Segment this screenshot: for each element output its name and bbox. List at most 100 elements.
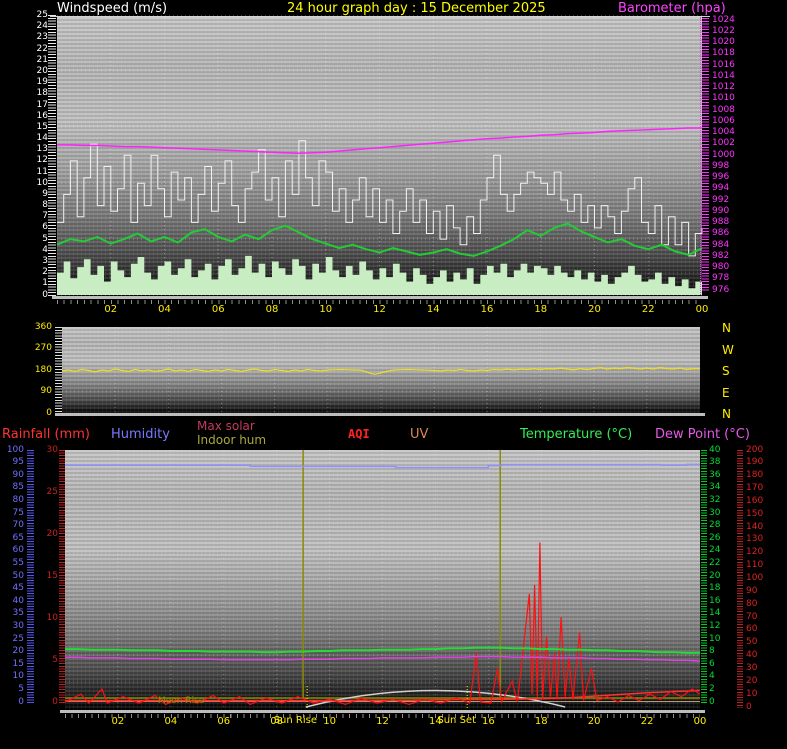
axis-tick-label: 14 bbox=[36, 133, 48, 144]
legend-temperature: Temperature (°C) bbox=[520, 427, 633, 442]
axis-tick-label: 38 bbox=[709, 457, 721, 468]
axis-tick-label: 19 bbox=[36, 77, 48, 88]
axis-tick-label: 28 bbox=[709, 520, 721, 531]
multi-chart bbox=[64, 450, 701, 710]
right-red-axis-labels: 200 190 180 170 160 150 140 130 120 110 100 90 80 70 6… bbox=[746, 0, 772, 749]
barometer-tick-comb bbox=[702, 18, 709, 291]
axis-tick-label: 60 bbox=[746, 624, 758, 635]
axis-tick-label: 5 bbox=[18, 683, 24, 694]
axis-tick-label: 40 bbox=[12, 595, 24, 606]
multi-plot-background bbox=[65, 450, 700, 710]
axis-tick-label: 32 bbox=[709, 494, 721, 505]
axis-tick-label: 1002 bbox=[712, 138, 735, 149]
axis-tick-label: 0 bbox=[46, 407, 52, 418]
hour-label: 02 bbox=[111, 716, 125, 727]
wind-gust-line bbox=[57, 140, 703, 257]
axis-tick-label: 5 bbox=[42, 233, 48, 244]
axis-tick-label: 1018 bbox=[712, 48, 735, 59]
axis-tick-label: 1020 bbox=[712, 37, 735, 47]
axis-tick-label: 13 bbox=[36, 144, 48, 155]
axis-tick-label: 85 bbox=[12, 482, 24, 493]
axis-tick-label: 1008 bbox=[712, 104, 735, 115]
rain-tick-comb bbox=[59, 450, 65, 703]
axis-tick-label: 978 bbox=[712, 273, 730, 284]
axis-tick-label: 990 bbox=[712, 205, 730, 216]
axis-tick-label: 25 bbox=[12, 633, 24, 644]
hour-label: 16 bbox=[480, 304, 494, 315]
graph-title: 24 hour graph day : 15 December 2025 bbox=[287, 1, 546, 16]
hour-label: 16 bbox=[481, 716, 495, 727]
axis-tick-label: 20 bbox=[36, 65, 48, 76]
hour-label: 06 bbox=[211, 304, 225, 315]
legend-indoor-hum: Indoor hum bbox=[197, 433, 267, 447]
windspeed-tick-comb bbox=[48, 15, 56, 297]
axis-tick-label: 3 bbox=[42, 255, 48, 266]
hour-label: 18 bbox=[534, 304, 548, 315]
axis-tick-label: 4 bbox=[42, 244, 48, 255]
axis-tick-label: 50 bbox=[12, 570, 24, 581]
axis-tick-label: 0 bbox=[18, 696, 24, 707]
axis-tick-label: 21 bbox=[36, 54, 48, 65]
axis-tick-label: 45 bbox=[12, 583, 24, 594]
axis-tick-label: 24 bbox=[36, 21, 48, 32]
axis-tick-label: 40 bbox=[709, 444, 721, 455]
axis-tick-label: 22 bbox=[709, 557, 721, 568]
axis-tick-label: 2 bbox=[709, 683, 715, 694]
hour-label: 22 bbox=[641, 304, 655, 315]
axis-tick-label: 190 bbox=[746, 457, 764, 468]
axis-tick-label: 15 bbox=[46, 570, 58, 581]
axis-tick-label: 9 bbox=[42, 188, 48, 199]
moon-rise-label: Moon Rise bbox=[158, 696, 205, 706]
axis-tick-label: 1014 bbox=[712, 70, 735, 81]
legend-rainfall: Rainfall (mm) bbox=[2, 427, 90, 442]
axis-tick-label: 994 bbox=[712, 183, 730, 194]
axis-tick-label: 22 bbox=[36, 43, 48, 54]
axis-tick-label: 180 bbox=[34, 364, 52, 375]
axis-tick-label: 50 bbox=[746, 637, 758, 648]
axis-tick-label: 95 bbox=[12, 457, 24, 468]
axis-tick-label: 25 bbox=[46, 486, 58, 497]
compass-letter: E bbox=[722, 385, 730, 400]
axis-tick-label: 15 bbox=[12, 658, 24, 669]
axis-tick-label: 110 bbox=[746, 560, 764, 571]
axis-tick-label: 5 bbox=[52, 654, 58, 665]
dew-point-line bbox=[65, 655, 701, 662]
direction-plot-background bbox=[62, 327, 700, 413]
humidity-axis-labels: 100 95 90 85 80 75 70 65 60 55 50 45 40 35 30 25 20 15 10 5… bbox=[2, 0, 24, 749]
axis-tick-label: 10 bbox=[46, 612, 58, 623]
direction-tick-comb bbox=[55, 327, 62, 414]
axis-tick-label: 40 bbox=[746, 650, 758, 661]
axis-tick-label: 12 bbox=[709, 620, 721, 631]
axis-tick-label: 100 bbox=[746, 573, 764, 583]
axis-tick-label: 100 bbox=[6, 444, 24, 455]
axis-tick-label: 80 bbox=[12, 494, 24, 505]
axis-tick-label: 30 bbox=[709, 507, 721, 518]
axis-tick-label: 23 bbox=[36, 32, 48, 43]
axis-tick-label: 70 bbox=[12, 520, 24, 531]
axis-tick-label: 7 bbox=[42, 211, 48, 222]
axis-tick-label: 20 bbox=[12, 646, 24, 657]
axis-tick-label: 90 bbox=[40, 386, 52, 396]
axis-tick-label: 988 bbox=[712, 217, 730, 227]
axis-tick-label: 1022 bbox=[712, 25, 735, 36]
axis-tick-label: 14 bbox=[709, 608, 721, 619]
axis-tick-label: 26 bbox=[709, 532, 721, 543]
aqi-line bbox=[64, 542, 701, 706]
axis-tick-label: 70 bbox=[746, 611, 758, 622]
windspeed-axis-labels: 25 24 23 22 21 20 19 18 17 16 15 14 13 12 11 10 9 8 7 6 5 4 3 2… bbox=[26, 0, 48, 749]
axis-tick-label: 0 bbox=[52, 696, 58, 707]
axis-tick-label: 992 bbox=[712, 194, 730, 205]
legend-max-solar: Max solar bbox=[197, 419, 255, 433]
hour-label: 08 bbox=[265, 304, 279, 315]
axis-tick-label: 6 bbox=[42, 222, 48, 233]
barometer-axis-title: Barometer (hpa) bbox=[618, 1, 726, 16]
axis-tick-label: 140 bbox=[746, 521, 764, 532]
moon-arc bbox=[305, 689, 566, 708]
temperature-axis-labels: 40 38 36 34 32 30 28 26 24 22 20 18 16 14 12 10 8 6 4 2 0 bbox=[709, 0, 729, 749]
legend-dew-point: Dew Point (°C) bbox=[655, 427, 750, 442]
axis-tick-label: 170 bbox=[746, 483, 764, 494]
hour-label: 04 bbox=[164, 716, 178, 727]
axis-tick-label: 90 bbox=[746, 585, 758, 596]
axis-tick-label: 150 bbox=[746, 508, 764, 519]
panel-top-border bbox=[50, 16, 710, 17]
